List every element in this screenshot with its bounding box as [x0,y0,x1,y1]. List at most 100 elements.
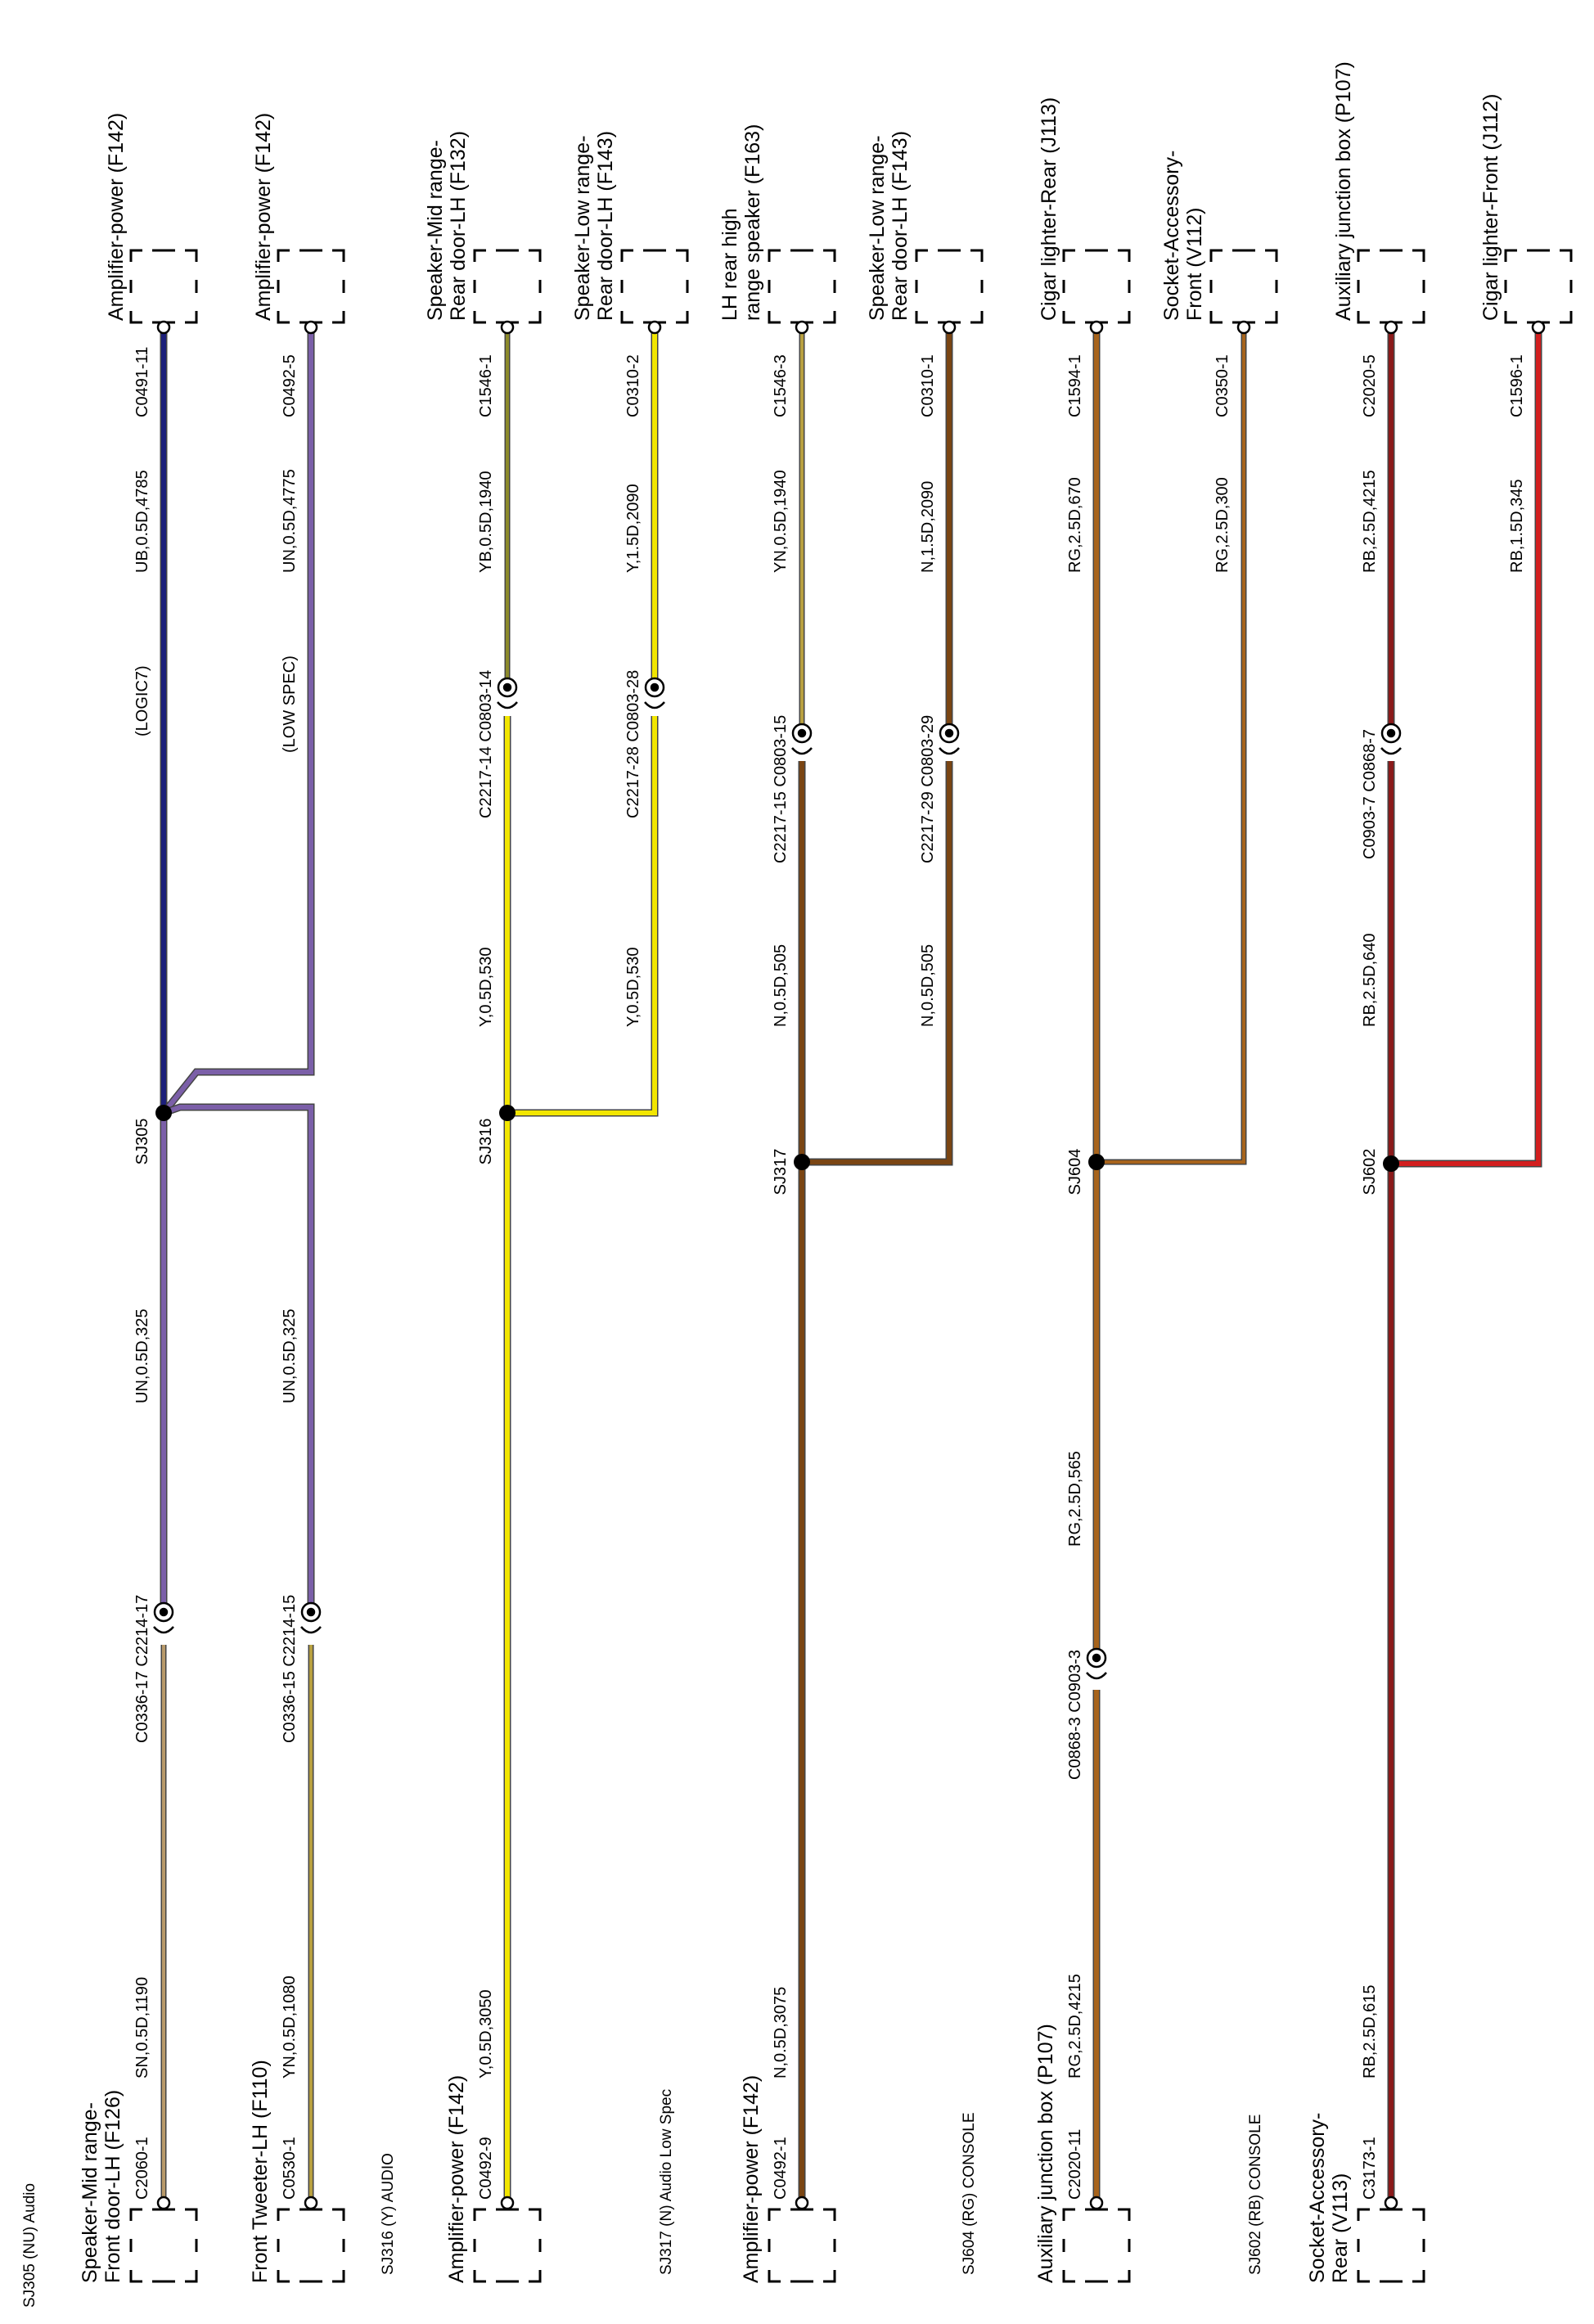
splice-dots [155,1105,1399,1172]
connector-box-b2 [277,2208,345,2283]
terminal-c3 [500,320,515,335]
group-label-sj602: SJ602 (RB) CONSOLE [1247,2115,1264,2275]
inline-label-k1: C2217-14 C0803-14 [477,670,495,818]
pin-label-c8: C0350-1 [1214,354,1232,417]
splice-dot-sj305 [155,1105,172,1121]
component-name-c2: Amplifier-power (F142) [252,113,275,321]
component-name-b2: Front Tweeter-LH (F110) [249,2060,272,2283]
connector-box-c2 [277,249,345,324]
terminal-b4 [795,2196,809,2210]
top-pin-labels: C0491-11 C0492-5 C1546-1 C0310-2 C1546-3… [133,347,1526,417]
terminal-c4 [647,320,662,335]
component-name-c8-l1: Socket-Accessory- [1160,151,1183,321]
splice-label-sj305: SJ305 [133,1119,151,1165]
terminal-c6 [942,320,957,335]
pin-label-b4: C0492-1 [772,2137,790,2200]
pin-label-b5: C2020-11 [1066,2129,1084,2200]
splice-dot-sj602 [1383,1155,1399,1172]
wire-label-w5: YN,0.5D,1940 [772,470,790,573]
connector-box-b4 [768,2208,836,2283]
pin-label-c7: C1594-1 [1066,354,1084,417]
terminal-c2 [304,320,318,335]
pin-label-c4: C0310-2 [624,354,642,417]
wire-label-w18: RG,2.5D,565 [1066,1451,1084,1547]
terminal-b2 [304,2196,318,2210]
splice-labels: SJ305 SJ316 SJ317 SJ604 SJ602 [133,1119,1379,1196]
inline-label-k3: C2217-15 C0803-15 [772,715,790,863]
connector-box-c1 [129,249,198,324]
inline-label-k7: C0336-15 C2214-15 [281,1595,299,1743]
wire-label-w14: N,0.5D,505 [919,944,937,1027]
component-name-b1-l1: Speaker-Mid range- [79,2102,101,2283]
component-name-b6-l1: Socket-Accessory- [1306,2113,1329,2283]
pin-label-c10: C1596-1 [1508,354,1526,417]
component-name-c4-l2: Rear door-LH (F143) [594,131,617,321]
component-name-c5-l2: range speaker (F163) [741,124,764,321]
splice-dot-sj317 [794,1154,810,1170]
terminal-c8 [1236,320,1251,335]
note-logic7: (LOGIC7) [133,665,151,736]
wire-rb-345 [1391,331,1542,1168]
group-labels: SJ305 (NU) Audio SJ316 (Y) AUDIO SJ317 (… [21,2089,1264,2308]
component-name-c9: Auxiliary junction box (P107) [1332,61,1355,321]
component-name-b1-l2: Front door-LH (F126) [101,2090,124,2283]
inline-connector-k3 [791,723,813,755]
inline-connector-k6 [153,1601,174,1634]
component-name-c6-l1: Speaker-Low range- [866,135,889,321]
inline-connector-labels: C2217-14 C0803-14 C2217-28 C0803-28 C221… [133,670,1379,1780]
component-name-b6-l2: Rear (V113) [1329,2173,1352,2283]
pin-label-c3: C1546-1 [477,354,495,417]
splice-label-sj317: SJ317 [772,1149,790,1196]
pin-label-c1: C0491-11 [133,347,151,417]
wire-label-w9: RB,2.5D,4215 [1361,470,1379,573]
bottom-component-boxes [129,2208,1425,2283]
group-label-sj305: SJ305 (NU) Audio [21,2183,38,2308]
terminal-b5 [1089,2196,1104,2210]
terminal-b1 [156,2196,171,2210]
pin-label-b6: C3173-1 [1361,2137,1379,2200]
inline-label-k8: C0868-3 C0903-3 [1066,1650,1084,1780]
bottom-pin-labels: C2060-1 C0530-1 C0492-9 C0492-1 C2020-11… [133,2129,1379,2200]
terminals [156,320,1546,2210]
wire-label-w4: Y,1.5D,2090 [624,484,642,573]
upper-wire-labels: UB,0.5D,4785 UN,0.5D,4775 YB,0.5D,1940 Y… [133,469,1526,573]
pin-label-c5: C1546-3 [772,354,790,417]
connector-box-b6 [1357,2208,1425,2283]
inline-connector-k4 [939,723,960,755]
component-name-c10: Cigar lighter-Front (J112) [1479,94,1502,321]
pin-label-b2: C0530-1 [281,2137,299,2200]
wire-notes: (LOGIC7) (LOW SPEC) [133,655,299,753]
terminal-c5 [795,320,809,335]
wire-label-w1: UB,0.5D,4785 [133,470,151,573]
splice-label-sj602: SJ602 [1361,1149,1379,1196]
component-name-c6-l2: Rear door-LH (F143) [889,131,912,321]
inline-connector-k7 [300,1601,322,1634]
component-name-c1: Amplifier-power (F142) [105,113,128,321]
connector-box-c4 [620,249,689,324]
component-name-b4: Amplifier-power (F142) [740,2075,763,2283]
component-name-c5-l1: LH rear high [718,208,741,321]
connector-box-c7 [1062,249,1131,324]
terminal-c7 [1089,320,1104,335]
inline-connector-symbols [153,677,1402,1680]
inline-connector-k8 [1086,1647,1107,1680]
wire-label-w7: RG,2.5D,670 [1066,477,1084,573]
wire-label-w17: UN,0.5D,325 [281,1308,299,1403]
top-component-names: Amplifier-power (F142) Amplifier-power (… [105,61,1502,321]
wire-label-w23: RG,2.5D,4215 [1066,1974,1084,2079]
component-name-c7: Cigar lighter-Rear (J113) [1038,97,1060,321]
wire-label-w11: Y,0.5D,530 [477,948,495,1028]
component-name-c8-l2: Front (V112) [1183,208,1206,321]
component-name-c3-l2: Rear door-LH (F132) [447,131,470,321]
wire-label-w16: UN,0.5D,325 [133,1308,151,1403]
component-name-c3-l1: Speaker-Mid range- [424,140,447,321]
connector-box-c10 [1504,249,1573,324]
component-name-c4-l1: Speaker-Low range- [571,135,594,321]
wire-label-w24: RB,2.5D,615 [1361,1984,1379,2079]
terminal-b6 [1384,2196,1398,2210]
connector-box-c6 [915,249,984,324]
wire-label-w3: YB,0.5D,1940 [477,471,495,573]
note-low-spec: (LOW SPEC) [281,655,299,753]
top-component-boxes [129,249,1573,324]
